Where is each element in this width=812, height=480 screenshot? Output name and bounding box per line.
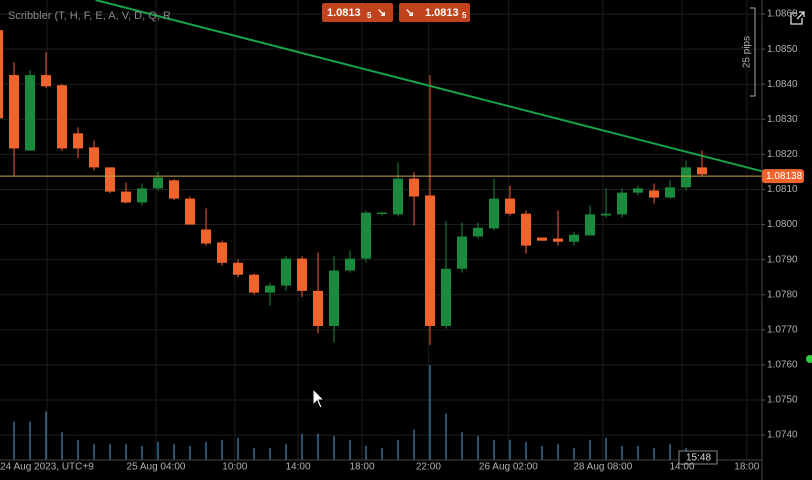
y-tick-label: 1.0780 [767, 289, 798, 300]
candle-body [393, 178, 403, 215]
sell-arrow[interactable]: ↘ [377, 7, 386, 19]
x-tick-label: 14:00 [285, 462, 310, 473]
y-tick-label: 1.0830 [767, 114, 798, 125]
candle-body [649, 190, 659, 198]
detach-icon[interactable] [790, 11, 805, 25]
candle-body [169, 180, 179, 199]
candle-body [25, 75, 35, 151]
candle-body [57, 85, 67, 149]
price-line-label-bg [762, 169, 804, 184]
trend-line [95, 0, 767, 174]
candle-body [105, 167, 115, 192]
candle-body [665, 187, 675, 198]
candle-body [601, 213, 611, 216]
candle-body [345, 258, 355, 271]
candle-body [409, 178, 419, 197]
candle-body [233, 262, 243, 275]
candle-body [361, 212, 371, 259]
alert-dot[interactable] [806, 355, 812, 363]
x-tick-label: 25 Aug 04:00 [127, 462, 186, 473]
candle-body [137, 188, 147, 203]
candle-body [281, 258, 291, 286]
candle-body [249, 274, 259, 293]
candle-body [585, 214, 595, 236]
candle-body [329, 270, 339, 326]
candle-body [457, 236, 467, 269]
candle-body [441, 268, 451, 326]
buy-button-bg[interactable] [399, 3, 470, 22]
time-label-box [678, 450, 718, 465]
pips-bracket [750, 7, 756, 97]
candle-body [9, 75, 19, 149]
candle-body [521, 213, 531, 246]
candle-body [153, 177, 163, 189]
candle-body [505, 198, 515, 214]
buy-arrow[interactable]: ↘ [405, 7, 414, 19]
x-tick-label: 28 Aug 08:00 [573, 462, 632, 473]
candle-body [553, 238, 563, 242]
y-tick-label: 1.0790 [767, 254, 798, 265]
time-label: 15:48 [686, 453, 711, 464]
candle-body [89, 147, 99, 168]
candle-body [265, 285, 275, 293]
candle-body [41, 75, 51, 87]
y-tick-label: 1.0860 [767, 9, 798, 20]
pips-label: 25 pips [742, 36, 753, 68]
x-tick-label: 10:00 [222, 462, 247, 473]
y-tick-label: 1.0840 [767, 79, 798, 90]
candle-body [185, 198, 195, 225]
sell-pip[interactable]: 5 [367, 11, 372, 20]
x-tick-label: 14:00 [669, 462, 694, 473]
candle-body [537, 237, 547, 241]
y-tick-label: 1.0750 [767, 395, 798, 406]
buy-price[interactable]: 1.0813 [425, 7, 459, 19]
y-tick-label: 1.0820 [767, 149, 798, 160]
candle-body [697, 167, 707, 175]
x-tick-label: 18:00 [734, 462, 759, 473]
candle-body [313, 290, 323, 326]
toolbar-label: Scribbler (T, H, F, E, A, V, D, Q, R [8, 10, 171, 22]
candle-body [617, 192, 627, 215]
candle-body [377, 212, 387, 215]
candle-body [73, 133, 83, 149]
sell-button[interactable]: 1.0813 5 ↘ [322, 3, 393, 22]
x-tick-label: 22:00 [416, 462, 441, 473]
candle-body [569, 234, 579, 242]
candle-body [633, 188, 643, 193]
cursor [312, 387, 326, 409]
candle-body [297, 258, 307, 291]
candle-body [201, 229, 211, 244]
y-tick-label: 1.0810 [767, 184, 798, 195]
y-tick-label: 1.0770 [767, 324, 798, 335]
y-tick-label: 1.0740 [767, 430, 798, 441]
candle-body [121, 191, 131, 203]
candle-body [681, 167, 691, 188]
sell-price[interactable]: 1.0813 [327, 7, 361, 19]
price-line-label: 1.08138 [766, 171, 803, 182]
buy-pip[interactable]: 5 [462, 11, 467, 20]
candle-body [425, 195, 435, 326]
x-tick-label: 24 Aug 2023, UTC+9 [0, 462, 94, 473]
candle-body [0, 30, 3, 119]
y-tick-label: 1.0850 [767, 44, 798, 55]
candle-body [489, 198, 499, 229]
candle-body [217, 242, 227, 263]
sell-button-bg[interactable] [322, 3, 393, 22]
x-tick-label: 26 Aug 02:00 [479, 462, 538, 473]
candle-body [473, 227, 483, 237]
x-tick-label: 18:00 [349, 462, 374, 473]
y-tick-label: 1.0800 [767, 219, 798, 230]
y-tick-label: 1.0760 [767, 360, 798, 371]
buy-button[interactable]: ↘ 1.0813 5 [399, 3, 470, 22]
